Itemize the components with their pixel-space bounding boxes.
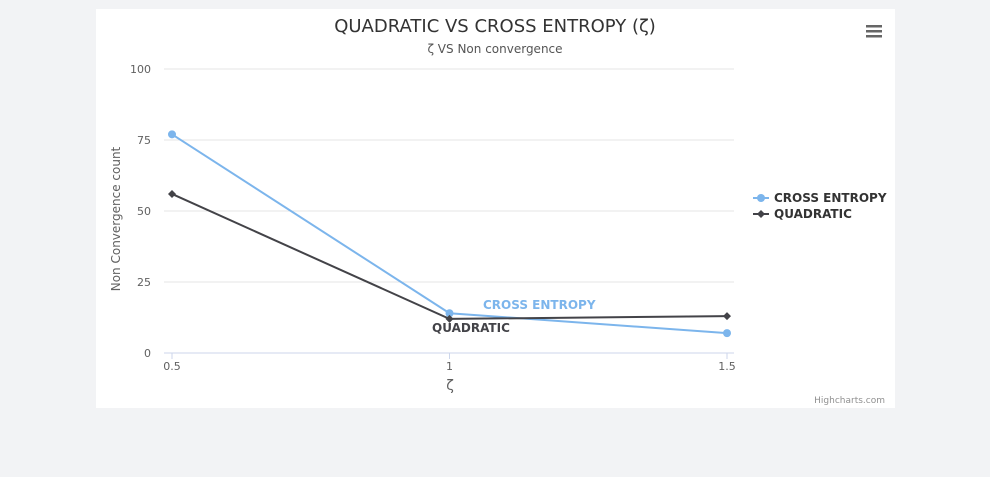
- y-tick-label: 75: [137, 134, 151, 147]
- legend-marker: [757, 194, 765, 202]
- legend-label: QUADRATIC: [774, 207, 852, 221]
- series-layer: CROSS ENTROPY QUADRATIC: [168, 130, 731, 338]
- x-tick-label: 1.5: [718, 360, 736, 373]
- legend-item-cross-entropy[interactable]: CROSS ENTROPY: [753, 191, 887, 205]
- x-axis: 0.5 1 1.5: [163, 352, 736, 373]
- legend-marker: [757, 210, 765, 218]
- y-axis-title: Non Convergence count: [109, 146, 123, 291]
- legend-item-quadratic[interactable]: QUADRATIC: [753, 207, 852, 221]
- context-menu-button[interactable]: [866, 23, 882, 39]
- chart-title: QUADRATIC VS CROSS ENTROPY (ζ): [334, 16, 656, 37]
- series-quadratic[interactable]: [168, 189, 731, 323]
- y-tick-label: 50: [137, 205, 151, 218]
- legend: CROSS ENTROPY QUADRATIC: [753, 191, 887, 221]
- data-point[interactable]: [168, 189, 176, 198]
- data-point[interactable]: [168, 130, 176, 139]
- y-tick-label: 0: [144, 347, 151, 360]
- credits[interactable]: Highcharts.com: [814, 396, 885, 406]
- x-tick-label: 0.5: [163, 360, 181, 373]
- series-line: [171, 133, 728, 335]
- x-axis-title: ζ: [446, 378, 454, 394]
- grid-lines: [164, 68, 734, 283]
- series-line: [171, 193, 728, 320]
- y-tick-label: 100: [130, 63, 151, 76]
- data-point[interactable]: [723, 312, 731, 321]
- data-point[interactable]: [445, 309, 454, 318]
- data-point[interactable]: [445, 314, 454, 323]
- chart-subtitle: ζ VS Non convergence: [427, 42, 562, 56]
- x-tick-label: 1: [446, 360, 453, 373]
- series-cross-entropy[interactable]: [168, 130, 731, 338]
- line-chart: QUADRATIC VS CROSS ENTROPY (ζ) ζ VS Non …: [109, 16, 887, 406]
- legend-label: CROSS ENTROPY: [774, 191, 887, 205]
- hamburger-menu-icon: [866, 25, 882, 38]
- series-name-label: QUADRATIC: [432, 321, 510, 335]
- y-axis-ticks: 0 25 50 75 100: [130, 63, 151, 360]
- data-point[interactable]: [723, 329, 731, 338]
- series-name-label: CROSS ENTROPY: [483, 298, 596, 312]
- chart-container: QUADRATIC VS CROSS ENTROPY (ζ) ζ VS Non …: [96, 9, 895, 408]
- y-tick-label: 25: [137, 276, 151, 289]
